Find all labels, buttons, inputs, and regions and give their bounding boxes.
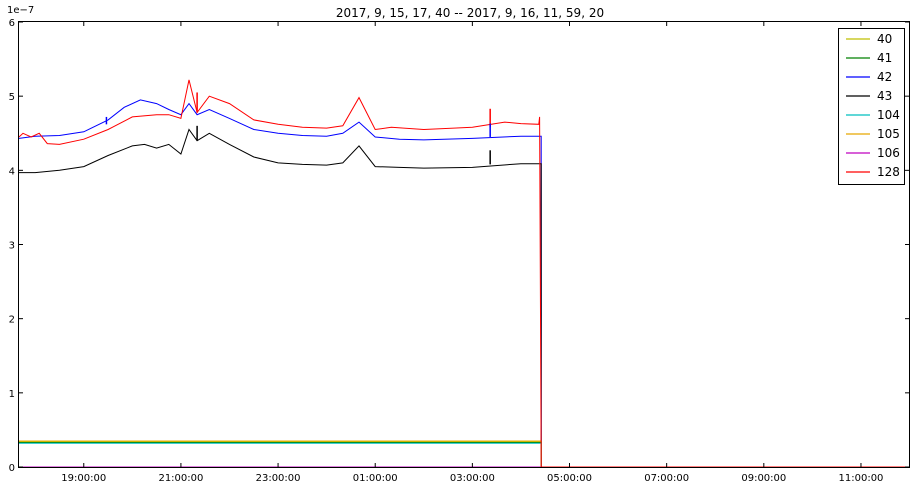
plot-area [18, 79, 909, 468]
legend-label: 104 [877, 108, 900, 122]
series-line-41 [19, 442, 909, 468]
series-line-128 [18, 79, 909, 468]
series-line-104 [19, 442, 909, 468]
y-tick-label: 3 [9, 241, 15, 252]
x-tick-label: 01:00:00 [353, 473, 398, 484]
x-tick-label: 23:00:00 [256, 473, 301, 484]
y-tick-label: 6 [9, 18, 15, 29]
legend-label: 40 [877, 32, 892, 46]
legend-label: 105 [877, 127, 900, 141]
x-tick-label: 19:00:00 [61, 473, 106, 484]
x-tick-label: 21:00:00 [158, 473, 203, 484]
legend-label: 41 [877, 51, 892, 65]
legend-label: 106 [877, 146, 900, 160]
legend-label: 42 [877, 70, 892, 84]
plot-frame [18, 21, 910, 468]
y-tick-label: 4 [9, 166, 15, 177]
series-line-43 [19, 128, 909, 468]
x-tick-label: 07:00:00 [644, 473, 689, 484]
series-line-105 [19, 440, 909, 468]
x-tick-label: 05:00:00 [547, 473, 592, 484]
legend-label: 43 [877, 89, 892, 103]
ticks-layer: 19:00:00 21:00:00 23:00:00 01:00:00 03:00:00… [9, 18, 909, 484]
legend-label: 128 [877, 165, 900, 179]
series-line-42 [18, 99, 909, 468]
y-tick-label: 0 [9, 463, 15, 474]
y-offset-label: 1e−7 [7, 5, 34, 16]
legend: 40 41 42 43 104 105 106 128 [838, 28, 905, 185]
chart-title: 2017, 9, 15, 17, 40 -- 2017, 9, 16, 11, … [336, 6, 604, 20]
x-tick-label: 11:00:00 [839, 473, 884, 484]
x-tick-label: 09:00:00 [741, 473, 786, 484]
y-tick-label: 1 [9, 389, 15, 400]
y-tick-label: 2 [9, 315, 15, 326]
series-layer [18, 79, 909, 468]
series-line-40 [19, 441, 909, 468]
legend-box [838, 28, 905, 185]
y-tick-label: 5 [9, 92, 15, 103]
x-tick-label: 03:00:00 [450, 473, 495, 484]
